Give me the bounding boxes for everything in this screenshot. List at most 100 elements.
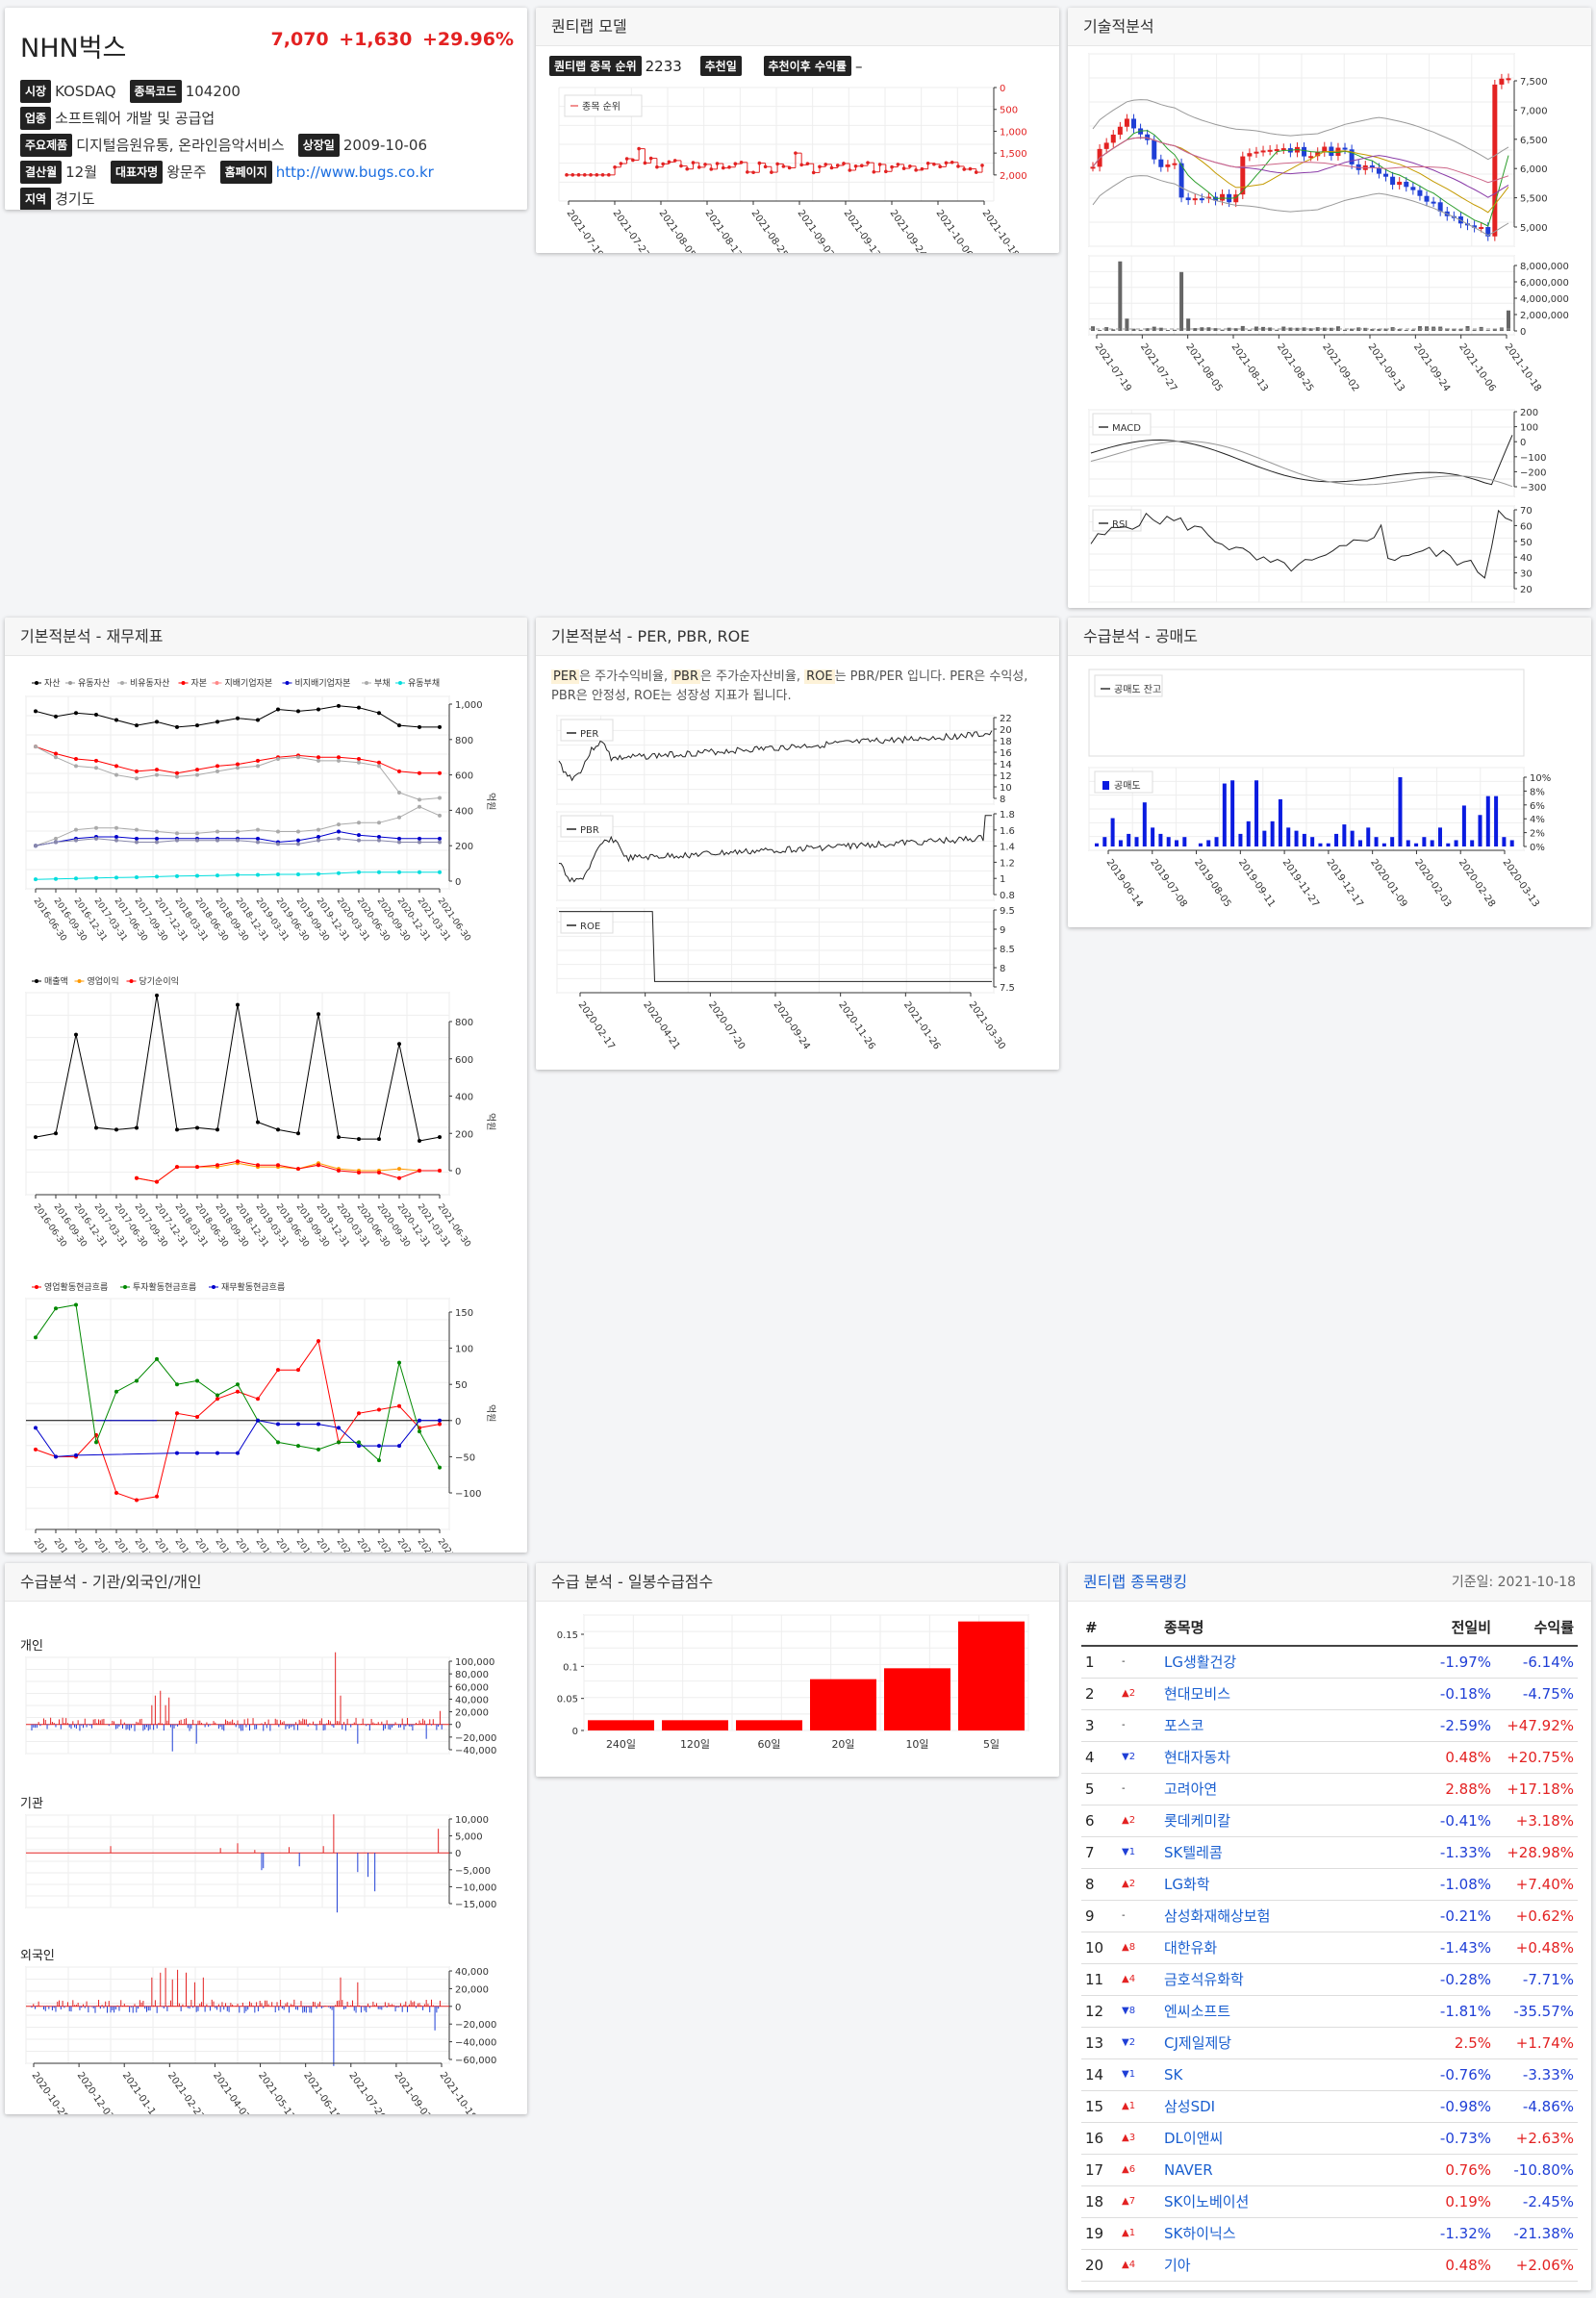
volume-bar xyxy=(1308,328,1313,331)
data-point xyxy=(236,1389,240,1394)
data-point xyxy=(135,1125,139,1130)
legend-label: 자산 xyxy=(44,678,61,689)
x-tick-label: 2019-08-05 xyxy=(1192,857,1232,909)
daily-change: 0.48% xyxy=(1399,1741,1495,1774)
stock-link[interactable]: 현대자동차 xyxy=(1164,1749,1231,1766)
data-point xyxy=(781,164,786,168)
stock-link[interactable]: 포스코 xyxy=(1164,1717,1204,1734)
data-point xyxy=(595,173,599,177)
stock-link[interactable]: 기아 xyxy=(1164,2257,1191,2274)
table-row[interactable]: 7 ▼1 SK텔레콤 -1.33% +28.98% xyxy=(1081,1836,1578,1869)
table-row[interactable]: 19 ▲1 SK하이닉스 -1.32% -21.38% xyxy=(1081,2217,1578,2250)
table-row[interactable]: 13 ▼2 CJ제일제당 2.5% +1.74% xyxy=(1081,2027,1578,2059)
volume-bar xyxy=(1152,326,1156,331)
table-row[interactable]: 1- LG생활건강 -1.97% -6.14% xyxy=(1081,1646,1578,1679)
short-bar xyxy=(1182,837,1187,846)
daily-change: -0.18% xyxy=(1399,1678,1495,1710)
table-row[interactable]: 4 ▼2 현대자동차 0.48% +20.75% xyxy=(1081,1741,1578,1774)
data-point xyxy=(114,1127,118,1132)
stock-link[interactable]: DL이앤씨 xyxy=(1164,2130,1224,2147)
table-row[interactable]: 8 ▲2 LG화학 -1.08% +7.40% xyxy=(1081,1868,1578,1901)
legend-label: 부채 xyxy=(374,678,391,689)
stock-link[interactable]: 엔씨소프트 xyxy=(1164,2003,1231,2020)
table-row[interactable]: 10 ▲8 대한유화 -1.43% +0.48% xyxy=(1081,1932,1578,1964)
info-row: 업종 소프트웨어 개발 및 공급업 xyxy=(20,107,512,130)
stock-link[interactable]: 고려아연 xyxy=(1164,1780,1218,1798)
data-point xyxy=(236,716,240,720)
table-row[interactable]: 2 ▲2 현대모비스 -0.18% -4.75% xyxy=(1081,1678,1578,1710)
data-point xyxy=(794,151,798,155)
data-point xyxy=(54,751,58,756)
data-point xyxy=(54,836,58,841)
table-row[interactable]: 16 ▲3 DL이앤씨 -0.73% +2.63% xyxy=(1081,2122,1578,2155)
ratio-card: 기본적분석 - PER, PBR, ROE PER 은 주가수익비율, PBR 은 … xyxy=(536,618,1059,1070)
table-row[interactable]: 11 ▲4 금호석유화학 -0.28% -7.71% xyxy=(1081,1963,1578,1996)
stock-info-fields: 시장 KOSDAQ 종목코드 104200 업종 소프트웨어 개발 및 공급업 주요제품 디지… xyxy=(20,80,512,210)
x-tick-label: 2021-04-02 xyxy=(211,2070,251,2114)
table-row[interactable]: 9- 삼성화재해상보험 -0.21% +0.62% xyxy=(1081,1900,1578,1932)
volume-bar xyxy=(1281,326,1286,331)
stock-link[interactable]: LG화학 xyxy=(1164,1876,1210,1893)
data-point xyxy=(438,813,442,818)
stock-link[interactable]: NAVER xyxy=(1164,2160,1213,2179)
stock-link[interactable]: SK하이닉스 xyxy=(1164,2225,1236,2242)
table-row[interactable]: 15 ▲1 삼성SDI -0.98% -4.86% xyxy=(1081,2090,1578,2123)
volume-bar xyxy=(1452,328,1457,331)
y-tick-label: 8 xyxy=(1000,964,1005,974)
rank-movement: ▲2 xyxy=(1118,1805,1160,1837)
x-tick-label: 2021-02-23 xyxy=(165,2070,206,2114)
ratio-description: PER 은 주가수익비율, PBR 은 주가순자산비율, ROE 는 PBR/PER … xyxy=(536,656,1059,710)
stock-link[interactable]: LG생활건강 xyxy=(1164,1654,1237,1672)
data-point xyxy=(155,720,159,724)
y-tick-label: −15,000 xyxy=(455,1900,496,1910)
legend-label: 자본 xyxy=(191,678,208,689)
table-row[interactable]: 14 ▼1 SK -0.76% -3.33% xyxy=(1081,2058,1578,2091)
stock-link[interactable]: 삼성화재해상보험 xyxy=(1164,1907,1271,1925)
y-tick-label: −20,000 xyxy=(455,2020,496,2031)
y-tick-label: 4% xyxy=(1530,815,1545,825)
candle xyxy=(1302,146,1307,157)
stock-name-cell: 금호석유화학 xyxy=(1160,1963,1399,1996)
stock-link[interactable]: 금호석유화학 xyxy=(1164,1971,1244,1988)
homepage-link[interactable]: http://www.bugs.co.kr xyxy=(275,164,434,181)
table-row[interactable]: 18 ▲7 SK이노베이션 0.19% -2.45% xyxy=(1081,2185,1578,2218)
return-value: -35.57% xyxy=(1495,1995,1578,2028)
short-bar xyxy=(1118,840,1123,846)
model-summary: 퀀티랩 종목 순위 2233 추천일 추천이후 수익률 – xyxy=(549,56,1046,76)
short-bar xyxy=(1485,795,1490,846)
stock-link[interactable]: CJ제일제당 xyxy=(1164,2034,1232,2052)
volume-bar xyxy=(1377,328,1381,331)
stock-link[interactable]: 삼성SDI xyxy=(1164,2098,1216,2115)
data-point xyxy=(175,774,179,779)
table-row[interactable]: 3- 포스코 -2.59% +47.92% xyxy=(1081,1709,1578,1742)
stock-link[interactable]: 현대모비스 xyxy=(1164,1685,1231,1703)
legend-label: 영업활동현금흐름 xyxy=(44,1281,108,1293)
table-row[interactable]: 6 ▲2 롯데케미칼 -0.41% +3.18% xyxy=(1081,1805,1578,1837)
y-tick-label: 10,000 xyxy=(455,1815,489,1826)
table-row[interactable]: 17 ▲6 NAVER 0.76% -10.80% xyxy=(1081,2154,1578,2186)
data-point xyxy=(276,842,280,846)
stock-link[interactable]: SK텔레콤 xyxy=(1164,1844,1223,1861)
return-value: +0.48% xyxy=(1495,1932,1578,1964)
legend-label: PBR xyxy=(580,825,599,836)
stock-link[interactable]: SK이노베이션 xyxy=(1164,2193,1250,2210)
x-tick-label: 2021-08-25 xyxy=(749,208,790,253)
table-row[interactable]: 20 ▲4 기아 0.48% +2.06% xyxy=(1081,2249,1578,2282)
data-point xyxy=(296,755,300,760)
candle xyxy=(1110,134,1116,143)
table-row[interactable]: 5- 고려아연 2.88% +17.18% xyxy=(1081,1773,1578,1806)
short-bar xyxy=(1206,840,1211,846)
stock-name-cell: 기아 xyxy=(1160,2249,1399,2282)
data-point xyxy=(236,766,240,770)
data-point xyxy=(34,877,38,882)
data-point xyxy=(256,758,260,763)
stock-link[interactable]: SK xyxy=(1164,2065,1183,2083)
table-row[interactable]: 12 ▼8 엔씨소프트 -1.81% -35.57% xyxy=(1081,1995,1578,2028)
data-point xyxy=(215,1451,219,1455)
stock-name-cell: SK텔레콤 xyxy=(1160,1836,1399,1869)
card-title: 수급분석 - 공매도 xyxy=(1068,618,1591,656)
stock-link[interactable]: 롯데케미칼 xyxy=(1164,1812,1231,1830)
data-point xyxy=(215,1397,219,1402)
rank-number: 20 xyxy=(1081,2249,1118,2282)
stock-link[interactable]: 대한유화 xyxy=(1164,1939,1218,1957)
